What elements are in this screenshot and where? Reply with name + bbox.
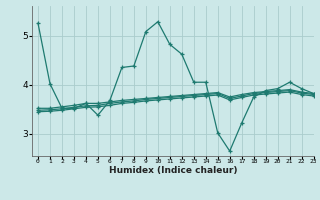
X-axis label: Humidex (Indice chaleur): Humidex (Indice chaleur) [108, 166, 237, 175]
